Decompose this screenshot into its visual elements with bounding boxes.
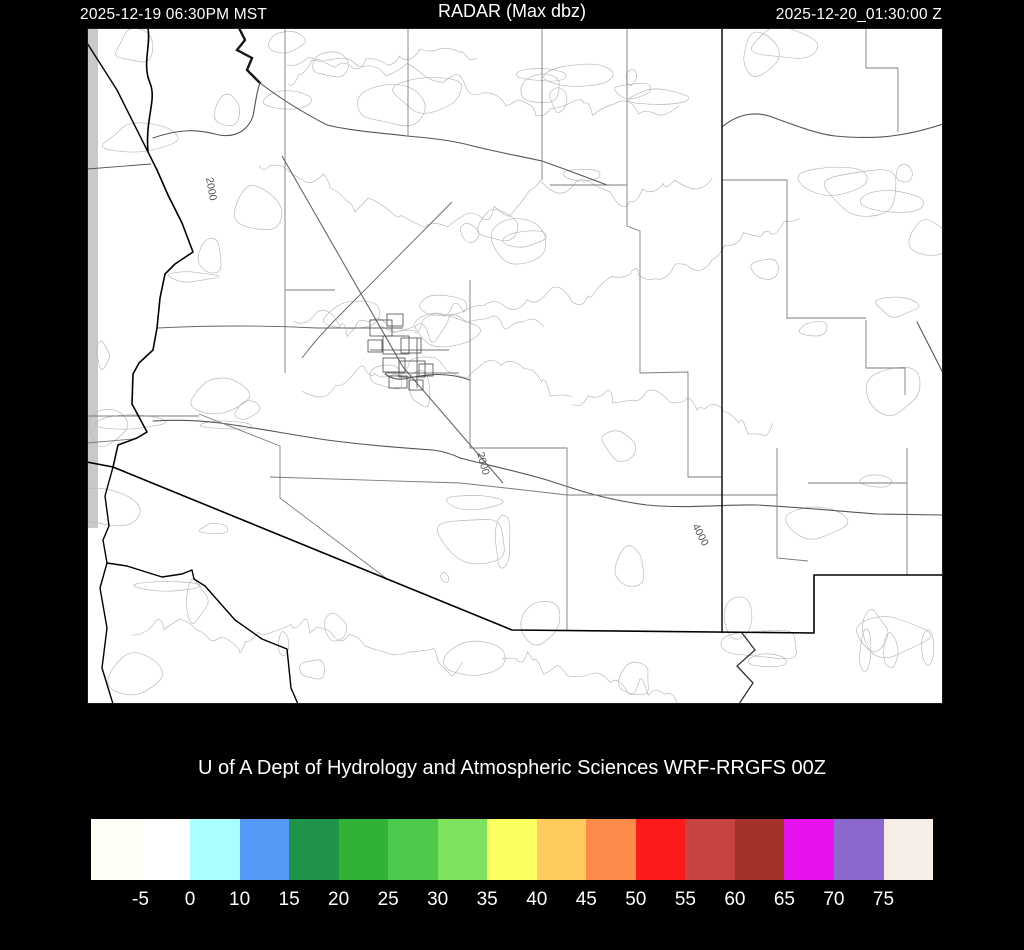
colorbar-tick-label: 60 — [724, 889, 746, 910]
colorbar-segment — [437, 819, 488, 880]
colorbar-segment — [833, 819, 884, 880]
river-gila — [152, 419, 943, 516]
colorbar-segment — [239, 819, 290, 880]
river-salt — [384, 373, 471, 381]
header-local-timestamp: 2025-12-19 06:30PM MST — [80, 6, 268, 23]
contour-line — [132, 47, 800, 704]
colorbar-segment — [635, 819, 686, 880]
river-little-colorado — [259, 82, 608, 186]
contour-label-2000-a: 2000 — [203, 176, 219, 201]
colorbar-tick-label: 10 — [229, 889, 251, 910]
river-colorado-canyon — [235, 28, 262, 85]
colorbar-tick-label: 55 — [674, 889, 696, 910]
colorbar-tick-label: 20 — [328, 889, 350, 910]
phoenix-metro-grid — [367, 313, 459, 391]
colorbar-segment — [784, 819, 834, 880]
colorbar-tick-label: 70 — [823, 889, 845, 910]
map-frame — [87, 28, 943, 704]
colorbar-segment — [140, 819, 191, 880]
colorbar-tick-label: 30 — [427, 889, 449, 910]
page-title: RADAR (Max dbz) — [437, 1, 587, 21]
colorbar-segment — [388, 819, 438, 880]
border-nevada-diagonal — [87, 42, 149, 153]
coast-gulf-baja — [99, 466, 114, 704]
domain-edge-shading — [87, 28, 98, 528]
colorbar — [91, 819, 934, 880]
colorbar-segment — [685, 819, 735, 880]
colorbar-tick-label: 0 — [184, 889, 196, 910]
state-borders — [87, 28, 943, 704]
county-boundaries — [87, 28, 908, 631]
border-mexico — [112, 466, 943, 634]
colorbar-segment — [91, 819, 141, 880]
colorbar-tick-label: 35 — [476, 889, 498, 910]
river-san-juan — [721, 113, 943, 139]
colorbar-tick-label: 25 — [377, 889, 399, 910]
border-mexico-west — [87, 461, 114, 468]
colorbar-tick-label: 65 — [773, 889, 795, 910]
colorbar-segment — [338, 819, 389, 880]
colorbar-tick-label: 45 — [575, 889, 597, 910]
river-southeast — [736, 632, 756, 704]
colorbar-segment — [586, 819, 636, 880]
colorbar-segment — [883, 819, 934, 880]
colorbar-tick-label: -5 — [132, 889, 149, 910]
colorbar-segment — [734, 819, 785, 880]
colorbar-segment — [536, 819, 587, 880]
contour-label-2000-b: 2000 — [474, 451, 492, 477]
map-canvas: 2000 2000 4000 — [87, 28, 943, 704]
colorbar-ticks: -5 0 10 15 20 25 30 35 40 45 50 55 60 65 70 75 — [91, 889, 933, 915]
coast-gulf-sonora — [106, 562, 299, 704]
colorbar-tick-label: 15 — [278, 889, 300, 910]
header-valid-timestamp: 2025-12-20_01:30:00 Z — [775, 6, 942, 23]
colorbar-segment — [190, 819, 240, 880]
colorbar-tick-label: 40 — [526, 889, 548, 910]
border-colorado-river — [112, 28, 194, 468]
colorbar-tick-label: 50 — [625, 889, 647, 910]
river-colorado-west — [152, 82, 261, 139]
river-corner — [916, 321, 943, 374]
rivers — [152, 28, 943, 704]
contour-label-4000: 4000 — [689, 522, 711, 548]
colorbar-segment — [289, 819, 339, 880]
weather-map: 2000 2000 4000 — [87, 28, 943, 704]
footer-credit: U of A Dept of Hydrology and Atmospheric… — [197, 757, 827, 779]
colorbar-tick-label: 75 — [872, 889, 895, 910]
colorbar-segment — [487, 819, 537, 880]
